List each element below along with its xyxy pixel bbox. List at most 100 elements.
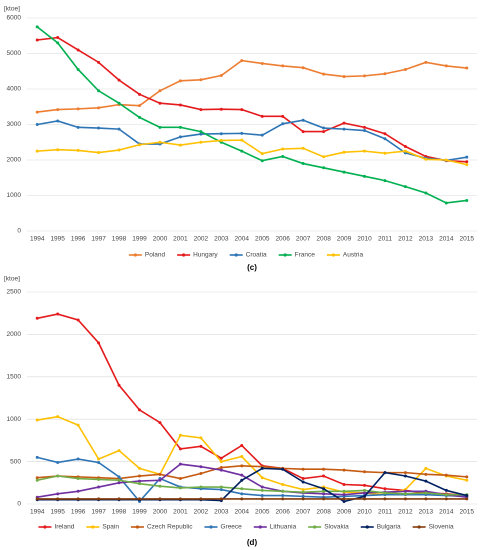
data-point	[342, 489, 346, 493]
data-point	[76, 477, 80, 481]
data-point	[97, 485, 101, 489]
x-tick-label: 2011	[378, 236, 392, 243]
legend-marker	[133, 253, 137, 257]
data-point	[158, 89, 162, 93]
data-point	[35, 25, 39, 29]
data-point	[444, 497, 448, 501]
x-tick-label: 2008	[316, 509, 331, 516]
data-point	[281, 489, 285, 493]
data-point	[322, 72, 326, 76]
data-point	[260, 133, 264, 137]
data-point	[138, 466, 141, 470]
x-tick-label: 2014	[439, 509, 454, 516]
data-point	[97, 477, 101, 481]
data-point	[465, 160, 469, 164]
data-point	[240, 131, 244, 135]
data-point	[363, 470, 366, 474]
data-point	[199, 471, 203, 475]
data-point	[219, 460, 223, 464]
data-point	[178, 135, 182, 139]
data-point	[444, 488, 448, 492]
data-point	[363, 149, 366, 153]
data-point	[97, 341, 101, 345]
data-point	[342, 468, 346, 472]
x-tick-label: 2001	[173, 236, 188, 243]
x-tick-label: 2000	[153, 236, 168, 243]
legend-label: Hungary	[193, 252, 218, 259]
y-tick-label: 2500	[7, 289, 22, 296]
data-point	[178, 433, 182, 437]
x-tick-label: 2007	[296, 236, 311, 243]
x-tick-label: 2009	[337, 509, 352, 516]
data-point	[383, 491, 387, 495]
data-point	[117, 383, 121, 387]
series-line	[37, 36, 467, 163]
data-point	[465, 497, 469, 501]
data-point	[403, 185, 407, 189]
x-tick-label: 2006	[275, 509, 290, 516]
data-point	[117, 101, 121, 105]
x-tick-label: 2004	[235, 509, 250, 516]
data-point	[97, 497, 101, 501]
data-point	[281, 497, 285, 501]
y-tick-label: 500	[10, 458, 21, 465]
data-point	[219, 468, 223, 472]
legend-label: Austria	[343, 252, 364, 259]
data-point	[199, 108, 203, 112]
figure-label: (c)	[247, 263, 257, 272]
data-point	[35, 497, 39, 501]
data-point	[424, 191, 428, 195]
x-tick-label: 1994	[30, 236, 45, 243]
data-point	[383, 132, 387, 136]
data-point	[76, 489, 80, 493]
data-point	[35, 418, 39, 422]
data-point	[281, 114, 285, 118]
series-line	[37, 467, 467, 503]
data-point	[363, 494, 366, 498]
data-point	[260, 152, 264, 156]
data-point	[219, 107, 223, 111]
x-tick-label: 1996	[71, 236, 86, 243]
data-point	[219, 497, 223, 501]
data-point	[363, 174, 366, 178]
data-point	[117, 148, 121, 152]
y-tick-label: 6000	[7, 15, 22, 22]
x-tick-label: 2012	[398, 509, 413, 516]
data-point	[219, 485, 223, 489]
x-tick-label: 1995	[50, 509, 65, 516]
data-point	[424, 479, 428, 483]
data-point	[424, 466, 428, 470]
x-tick-label: 2012	[398, 236, 413, 243]
data-point	[199, 497, 203, 501]
data-point	[465, 163, 469, 167]
data-point	[56, 312, 60, 316]
data-point	[138, 115, 141, 119]
data-point	[158, 472, 162, 476]
data-point	[56, 497, 60, 501]
data-point	[117, 475, 121, 479]
data-point	[322, 474, 326, 478]
data-point	[158, 140, 162, 144]
data-point	[219, 466, 223, 470]
data-point	[56, 108, 60, 112]
y-tick-label: 5000	[7, 50, 22, 57]
data-point	[260, 159, 264, 163]
x-tick-label: 2010	[357, 509, 372, 516]
data-point	[178, 79, 182, 83]
data-point	[240, 492, 244, 496]
data-point	[97, 106, 101, 110]
data-point	[158, 421, 162, 425]
y-axis-label: [ktoe]	[4, 6, 20, 13]
data-point	[178, 447, 182, 451]
legend-marker	[135, 525, 140, 529]
data-point	[363, 497, 366, 501]
data-point	[322, 130, 326, 134]
data-point	[403, 471, 407, 475]
data-point	[35, 478, 39, 482]
data-point	[76, 148, 80, 152]
data-point	[138, 474, 141, 478]
x-tick-label: 2013	[419, 509, 434, 516]
data-point	[260, 61, 264, 65]
data-point	[158, 497, 162, 501]
